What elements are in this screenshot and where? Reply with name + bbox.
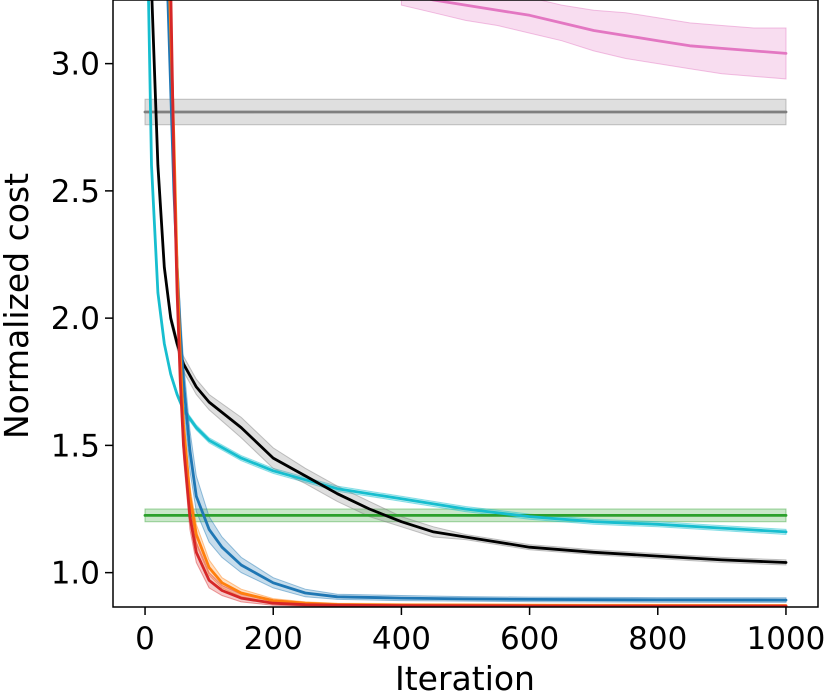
series-6-band	[167, 0, 787, 603]
x-tick-label: 800	[628, 621, 687, 657]
y-tick-label: 3.0	[51, 47, 100, 83]
plot-frame	[112, 0, 819, 608]
x-tick-label: 1000	[747, 621, 826, 657]
x-tick-label: 600	[500, 621, 559, 657]
y-tick-label: 2.0	[51, 301, 100, 337]
series-3-line	[427, 0, 788, 55]
x-tick-label: 0	[135, 621, 155, 657]
y-axis-label: Normalized cost	[0, 173, 36, 439]
x-axis: 0 200 400 600 800 1000	[135, 607, 825, 657]
y-tick-label: 1.5	[51, 428, 100, 464]
x-tick-label: 200	[244, 621, 303, 657]
series-lines	[143, 0, 788, 607]
series-5-line	[150, 0, 788, 564]
y-tick-label: 1.0	[51, 556, 100, 592]
y-axis: 1.0 1.5 2.0 2.5 3.0	[51, 47, 113, 592]
series-8-line	[169, 0, 788, 607]
x-axis-label: Iteration	[395, 659, 535, 693]
y-tick-label: 2.5	[51, 174, 100, 210]
x-tick-label: 400	[372, 621, 431, 657]
series-4-line	[147, 0, 788, 534]
series-5-band	[151, 0, 787, 566]
series-4-band	[147, 0, 787, 536]
series-3-band	[400, 0, 787, 80]
